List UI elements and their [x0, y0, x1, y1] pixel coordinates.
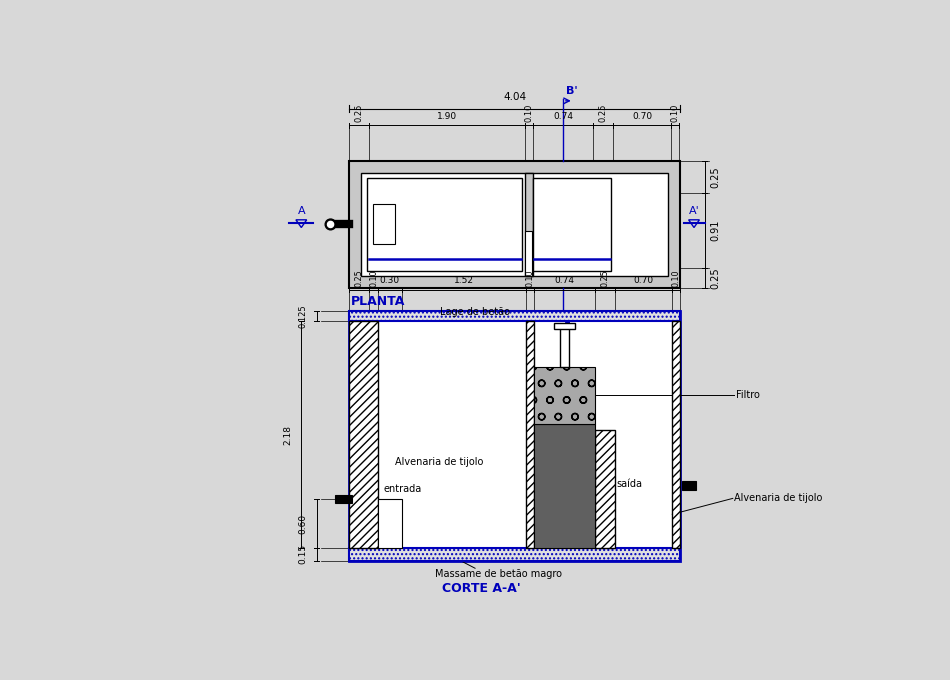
- Text: 0.25: 0.25: [711, 267, 720, 288]
- Bar: [367, 178, 522, 271]
- Text: 0.25: 0.25: [600, 269, 609, 286]
- Text: PLANTA: PLANTA: [351, 295, 405, 308]
- Text: 0.91: 0.91: [711, 220, 720, 241]
- Text: 0.30: 0.30: [380, 276, 400, 285]
- Bar: [373, 205, 395, 244]
- Text: Massame de betão magro: Massame de betão magro: [435, 569, 561, 579]
- Text: 0.10: 0.10: [369, 269, 378, 286]
- Text: 0.25: 0.25: [354, 269, 364, 286]
- Text: 0.25: 0.25: [711, 167, 720, 188]
- Text: 1.52: 1.52: [454, 276, 474, 285]
- Text: 0.70: 0.70: [634, 276, 654, 285]
- Text: 0.10: 0.10: [525, 269, 535, 286]
- Bar: [377, 499, 402, 548]
- Bar: [349, 311, 680, 322]
- Bar: [349, 161, 680, 288]
- Text: 0.125: 0.125: [298, 305, 308, 328]
- Bar: [595, 430, 616, 548]
- Text: 0.60: 0.60: [298, 514, 308, 534]
- Bar: [554, 323, 576, 329]
- Bar: [524, 173, 533, 275]
- Text: 0.74: 0.74: [555, 276, 575, 285]
- Bar: [673, 322, 680, 548]
- Text: 0.25: 0.25: [598, 104, 608, 122]
- Bar: [361, 173, 668, 275]
- Bar: [524, 231, 532, 275]
- Text: 2.18: 2.18: [283, 425, 292, 445]
- Text: Lage de betão: Lage de betão: [440, 307, 510, 318]
- Text: A': A': [689, 205, 699, 216]
- Text: saída: saída: [617, 479, 642, 490]
- Text: 4.04: 4.04: [504, 92, 526, 103]
- Text: 0.70: 0.70: [632, 112, 652, 121]
- Text: 0.10: 0.10: [670, 104, 679, 122]
- Bar: [533, 178, 611, 271]
- Text: entrada: entrada: [384, 483, 422, 494]
- Text: 0.25: 0.25: [354, 104, 364, 122]
- Bar: [349, 322, 377, 548]
- Text: Alvenaria de tijolo: Alvenaria de tijolo: [395, 457, 484, 467]
- Text: Alvenaria de tijolo: Alvenaria de tijolo: [734, 494, 823, 503]
- Bar: [682, 481, 695, 490]
- Bar: [534, 424, 595, 548]
- Bar: [349, 311, 680, 560]
- Text: 0.10: 0.10: [524, 104, 533, 122]
- Text: B: B: [566, 310, 575, 320]
- Bar: [335, 495, 352, 503]
- Text: A: A: [297, 205, 305, 216]
- Bar: [560, 326, 569, 367]
- Text: 1.90: 1.90: [437, 112, 457, 121]
- Circle shape: [328, 222, 333, 228]
- Bar: [349, 548, 680, 560]
- Bar: [526, 322, 534, 548]
- Bar: [534, 367, 595, 424]
- Text: 0.74: 0.74: [553, 112, 573, 121]
- Circle shape: [325, 219, 336, 230]
- Text: Filtro: Filtro: [736, 390, 760, 400]
- Text: 0.15: 0.15: [298, 545, 308, 564]
- Text: 0.10: 0.10: [672, 269, 681, 286]
- Text: B': B': [566, 86, 578, 97]
- Text: CORTE A-A': CORTE A-A': [442, 582, 521, 595]
